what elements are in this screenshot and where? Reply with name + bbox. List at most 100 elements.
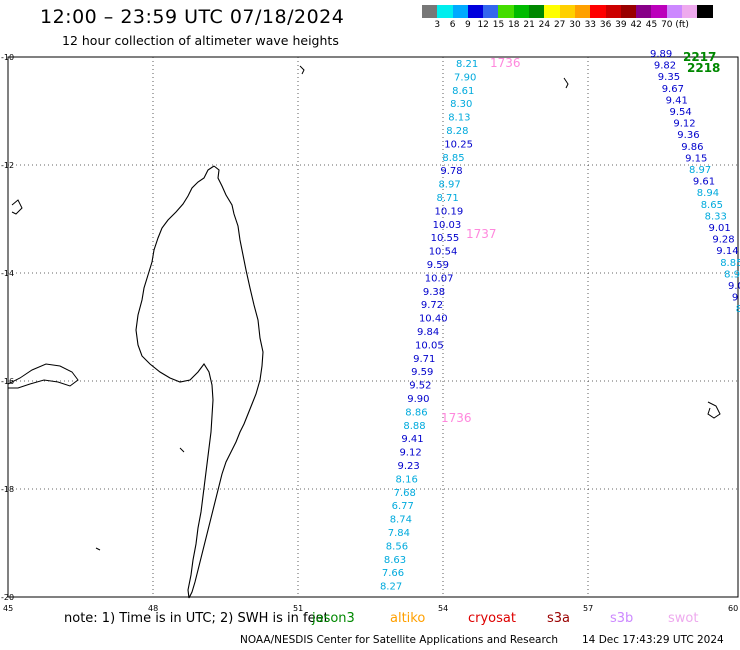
longitude-tick: 45 (3, 604, 13, 613)
wave-height-value: 8.85 (720, 258, 740, 269)
legend-swatches (422, 5, 740, 18)
legend-label: 3 (434, 20, 441, 30)
longitude-tick-labels: 45 48 51 54 57 60 (3, 604, 738, 613)
wave-height-value: 8.85 (442, 153, 464, 164)
legend-label: 6 (449, 20, 456, 30)
wave-height-value: 9.52 (409, 381, 431, 392)
wave-height-value: 10.40 (419, 314, 448, 325)
altimeter-track-east: 9.899.829.359.679.419.549.129.369.869.15… (650, 49, 740, 327)
wave-height-value: 8.27 (380, 582, 402, 593)
wave-height-value: 9.41 (666, 95, 688, 106)
wave-height-value: 10.19 (435, 206, 464, 217)
wave-height-value: 10.03 (433, 220, 462, 231)
wave-height-value: 8.13 (448, 113, 470, 124)
longitude-tick: 51 (293, 604, 303, 613)
wave-height-value: 9.28 (712, 235, 734, 246)
wave-height-value: 9.61 (693, 177, 715, 188)
wave-height-value: 8.99 (724, 269, 740, 280)
wave-height-value: 9.41 (401, 434, 423, 445)
map-title: 12:00 – 23:59 UTC 07/18/2024 (40, 6, 345, 28)
wave-height-value: 9.15 (685, 153, 707, 164)
wave-height-value: 9.86 (681, 142, 703, 153)
legend-swatch (651, 5, 667, 18)
wave-height-value: 10.05 (415, 340, 444, 351)
legend-label: 45 (645, 20, 658, 30)
wave-height-value: 8.65 (701, 200, 723, 211)
wave-height-value: 9.54 (670, 107, 692, 118)
track-id-label: 2218 (687, 61, 720, 75)
legend-swatch (544, 5, 560, 18)
wave-height-value: 8.94 (697, 188, 719, 199)
islands (7, 65, 721, 551)
wave-height-value: 9.71 (413, 354, 435, 365)
legend-swatch (636, 5, 652, 18)
legend-label: 21 (523, 20, 535, 30)
legend-label: 9 (465, 20, 471, 30)
wave-height-value: 8.61 (452, 86, 474, 97)
latitude-tick: -12 (1, 161, 14, 170)
wave-height-value: 8.88 (403, 421, 425, 432)
track-id-label: 1736 (441, 411, 472, 425)
satellite-name: swot (668, 611, 699, 626)
latitude-tick-labels: -10 -12 -14 -16 -18 -20 (1, 53, 14, 602)
latitude-tick: -18 (1, 485, 14, 494)
legend-swatch (483, 5, 499, 18)
wave-height-value: 8.21 (456, 59, 478, 70)
wave-height-value: 9.36 (677, 130, 699, 141)
wave-height-value: 9.82 (654, 61, 676, 72)
legend-swatch (605, 5, 621, 18)
latitude-tick: -16 (1, 377, 14, 386)
legend-labels: 3 6 9 12 15 18 21 24 27 30 33 36 39 42 45 70 (ft) (422, 20, 740, 32)
wave-height-value: 8.30 (450, 99, 472, 110)
map-subtitle: 12 hour collection of altimeter wave hei… (62, 33, 339, 48)
wave-height-value: 8.97 (689, 165, 711, 176)
legend-label: 70 (661, 20, 673, 30)
wave-height-value: 9.89 (650, 49, 672, 60)
track-id-label: 2217 (683, 50, 716, 64)
legend-label: 27 (553, 20, 566, 30)
wave-height-value: 9.67 (662, 84, 684, 95)
altimeter-track-west: 8.21 7.90 8.61 8.30 8.13 8.28 10.25 8.85 9.78 8.9… (380, 59, 478, 593)
legend-swatch (590, 5, 606, 18)
wave-height-value: 8.33 (705, 211, 727, 222)
wave-height-value: 6.77 (392, 501, 414, 512)
legend-label: 24 (538, 20, 551, 30)
legend-swatch (437, 5, 453, 18)
wave-height-value: 9.0 (728, 281, 740, 292)
wave-height-value: 7.90 (454, 72, 476, 83)
wave-height-value: 10.07 (425, 273, 454, 284)
satellite-name: s3a (547, 611, 571, 626)
legend-label: 33 (584, 20, 597, 30)
legend-swatch (697, 5, 713, 18)
latitude-tick: -10 (1, 53, 14, 62)
wave-height-value: 8.74 (390, 515, 412, 526)
wave-height-value: 8 (736, 304, 740, 315)
legend-label: 39 (615, 20, 627, 30)
madagascar-coastline (135, 165, 264, 599)
wave-height-value: 8.63 (384, 555, 406, 566)
wave-height-value: 8.28 (446, 126, 468, 137)
legend-label: 36 (599, 20, 612, 30)
longitude-tick: 54 (438, 604, 448, 613)
wave-height-value: 9.23 (398, 461, 420, 472)
longitude-tick: 48 (148, 604, 158, 613)
wave-height-value: 9.90 (407, 394, 429, 405)
wave-height-value: 9.84 (417, 327, 439, 338)
satellite-name: cryosat (468, 611, 516, 626)
legend-label: 15 (492, 20, 505, 30)
wave-height-value: 8.71 (437, 193, 459, 204)
legend-swatch (559, 5, 575, 18)
wave-height-value: 8.86 (405, 407, 427, 418)
legend-swatch (682, 5, 698, 18)
legend-label: 30 (569, 20, 581, 30)
longitude-tick: 60 (728, 604, 738, 613)
legend-swatch (422, 5, 438, 18)
legend-swatch (620, 5, 637, 18)
generation-timestamp: 14 Dec 17:43:29 UTC 2024 (582, 634, 724, 646)
longitude-tick: 57 (583, 604, 593, 613)
wave-height-value: 9.14 (716, 246, 738, 257)
legend-swatch (452, 5, 468, 18)
wave-height-value: 7.66 (382, 568, 404, 579)
